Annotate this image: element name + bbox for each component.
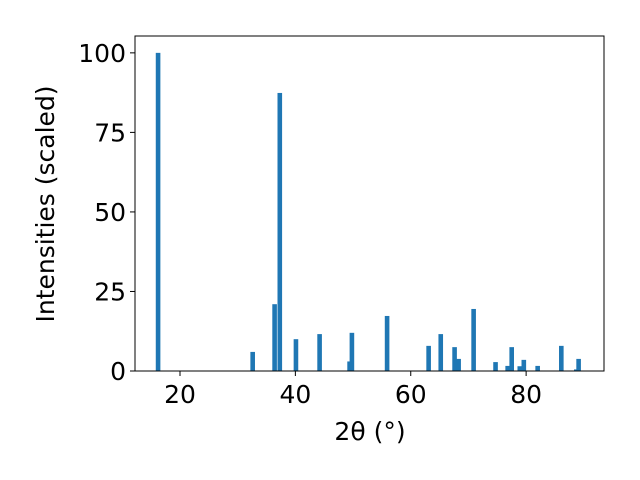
x-tick-label: 20 [164,380,196,409]
bar [155,52,161,371]
bar [277,92,283,372]
axes-frame [134,35,605,372]
bar [471,308,476,371]
y-axis-label: Intensities (scaled) [31,85,60,322]
bar [272,304,277,371]
plot-area [135,36,604,371]
bar [452,347,457,371]
bar [493,362,498,371]
bar [509,347,514,371]
y-tick-label: 25 [94,277,126,306]
bar [293,339,299,371]
bar [535,365,540,371]
bar [438,334,444,371]
y-tick-label: 75 [94,118,126,147]
y-tick-label: 50 [94,198,126,227]
bar [349,332,355,371]
bar [456,358,461,371]
bar [426,345,431,371]
bar [384,315,390,371]
x-axis-label: 2θ (°) [334,417,405,446]
bar [521,359,527,371]
bar [347,361,352,371]
x-tick-label: 40 [279,380,311,409]
x-tick-label: 80 [510,380,542,409]
bar [505,365,510,371]
bar [559,345,564,371]
x-tick-label: 60 [395,380,427,409]
bar [574,369,579,371]
bar [250,351,255,371]
y-tick-label: 0 [110,357,126,386]
bar [517,366,523,371]
bar [317,334,322,371]
y-tick-label: 100 [78,39,126,68]
bar [576,358,581,371]
